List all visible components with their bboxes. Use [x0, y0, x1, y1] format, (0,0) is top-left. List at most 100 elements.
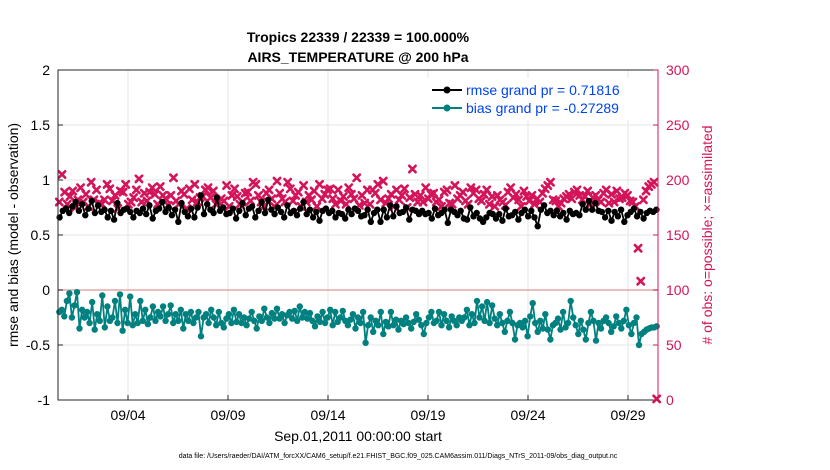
obs-count-marker — [245, 196, 255, 206]
bias-point — [504, 317, 511, 324]
rmse-point — [281, 214, 288, 221]
rmse-point — [232, 215, 240, 222]
obs-count-marker-stroke — [450, 181, 460, 190]
rmse-point — [589, 206, 596, 213]
bias-point — [476, 314, 483, 321]
obs-count-marker-stroke — [471, 185, 481, 195]
obs-count-marker — [338, 192, 348, 201]
obs-count-marker — [91, 185, 101, 195]
obs-count-marker-stroke — [463, 199, 473, 209]
bias-point — [314, 313, 321, 320]
bias-point — [192, 314, 200, 321]
bias-point — [364, 322, 372, 329]
bias-point — [94, 311, 101, 318]
bias-point — [278, 311, 286, 318]
obs-count-marker — [352, 173, 362, 183]
obs-count-marker-stroke — [99, 195, 109, 205]
bias-point — [499, 319, 506, 327]
bias-point — [590, 317, 597, 324]
obs-count-marker — [272, 176, 282, 186]
obs-count-marker-stroke — [601, 185, 611, 195]
bias-point — [349, 311, 357, 318]
bias-point — [620, 317, 627, 324]
obs-count-marker — [208, 186, 218, 196]
rmse-point — [178, 199, 185, 207]
bias-point — [413, 311, 420, 318]
obs-count-marker — [344, 183, 354, 193]
bias-point — [215, 308, 222, 316]
rmse-point — [236, 207, 243, 214]
obs-count-marker-stroke — [399, 184, 409, 194]
bias-point — [228, 319, 235, 327]
left-axis: -1 -0.5 0 0.5 1 1.5 2 — [26, 62, 63, 408]
bias-point — [104, 303, 111, 310]
rmse-point — [242, 212, 249, 219]
rmse-point — [194, 204, 201, 211]
x-axis-tick-label: 09/24 — [510, 407, 545, 423]
bias-point — [625, 322, 633, 329]
bias-point — [205, 319, 212, 327]
obs-count-marker-stroke — [341, 199, 351, 209]
left-axis-tick-label: 2 — [42, 62, 50, 78]
bias-point — [296, 303, 303, 310]
obs-count-marker-stroke — [81, 189, 91, 199]
bias-point — [630, 319, 638, 327]
bias-point — [233, 318, 240, 326]
bias-point — [433, 317, 440, 324]
bias-point — [633, 314, 640, 321]
bias-point — [402, 314, 410, 321]
bias-point — [114, 319, 121, 327]
bias-point — [309, 317, 316, 324]
bias-point — [96, 317, 104, 324]
rmse-point — [531, 214, 538, 221]
bias-point — [119, 327, 126, 334]
obs-count-marker-stroke — [458, 187, 468, 197]
obs-count-marker — [607, 189, 617, 199]
bias-point — [127, 293, 134, 300]
obs-count-marker-stroke — [476, 196, 486, 206]
rmse-point — [252, 214, 259, 221]
obs-count-marker-stroke — [365, 199, 375, 209]
bias-point — [400, 320, 407, 328]
rmse-point — [159, 198, 166, 206]
bias-point — [185, 317, 192, 324]
bias-point — [357, 319, 364, 327]
rmse-point — [496, 210, 503, 218]
bias-point — [420, 330, 427, 338]
obs-count-marker-stroke — [530, 199, 540, 209]
rmse-point — [62, 205, 70, 212]
bias-point — [542, 311, 549, 318]
rmse-point — [390, 213, 397, 220]
bias-point — [577, 317, 584, 324]
obs-count-marker — [638, 195, 648, 205]
bias-point — [587, 308, 595, 316]
bias-point — [491, 315, 498, 322]
obs-count-marker — [299, 181, 309, 190]
obs-count-marker-stroke — [76, 183, 86, 193]
obs-count-marker-stroke — [203, 183, 213, 193]
legend-bias-marker — [443, 104, 451, 112]
bias-point — [324, 314, 331, 321]
obs-count-marker-stroke — [612, 186, 622, 196]
bias-point — [567, 297, 574, 305]
obs-count-marker — [609, 197, 619, 207]
obs-count-marker-stroke — [604, 198, 614, 208]
legend-rmse-marker — [443, 86, 451, 94]
bias-point — [405, 319, 412, 327]
obs-count-marker — [476, 196, 486, 206]
obs-count-marker — [633, 243, 643, 253]
bias-point — [337, 314, 344, 321]
right-axis-tick-label: 250 — [666, 117, 690, 133]
bias-point — [202, 311, 210, 318]
obs-count-marker — [458, 187, 468, 197]
obs-count-marker-stroke — [330, 199, 340, 209]
rmse-point — [277, 208, 285, 216]
obs-count-marker-stroke — [567, 194, 577, 204]
obs-count-marker — [251, 179, 261, 189]
rmse-point — [499, 217, 506, 224]
obs-count-marker-stroke — [596, 197, 606, 207]
obs-count-marker-stroke — [373, 179, 383, 189]
obs-count-marker-stroke — [622, 190, 632, 200]
rmse-point — [425, 209, 432, 217]
